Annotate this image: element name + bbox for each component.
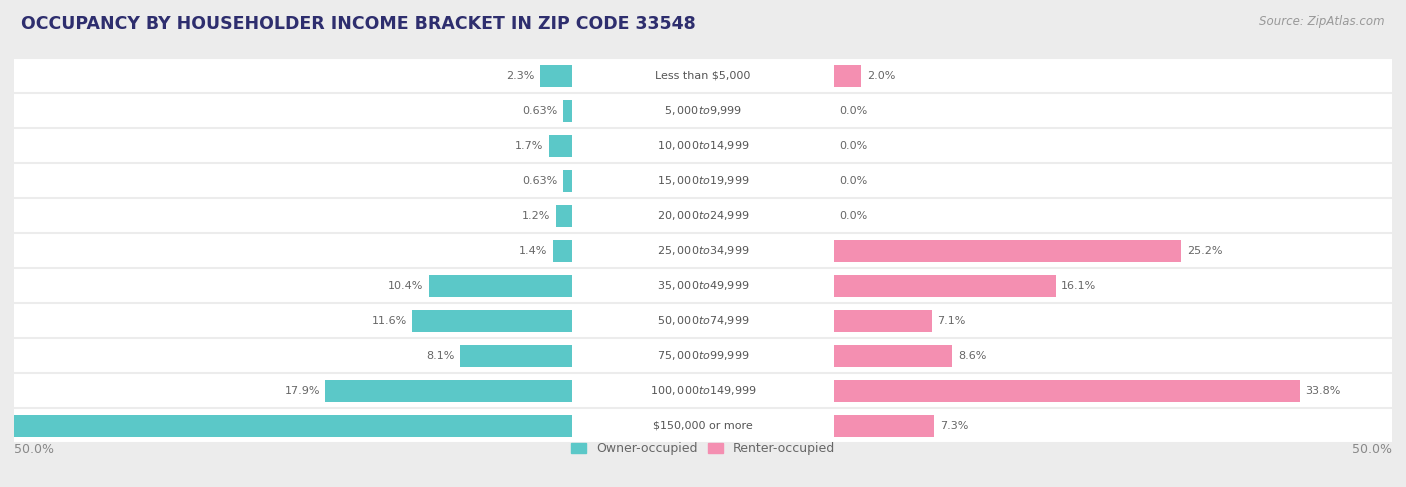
Text: 2.0%: 2.0% [868, 71, 896, 81]
Text: 1.7%: 1.7% [515, 141, 543, 151]
Text: 17.9%: 17.9% [284, 386, 321, 396]
Bar [834, 345, 952, 367]
Bar [548, 135, 572, 157]
Bar [14, 58, 1392, 94]
Text: 7.3%: 7.3% [941, 421, 969, 431]
Bar [14, 129, 1392, 163]
Text: 25.2%: 25.2% [1187, 246, 1222, 256]
Text: $100,000 to $149,999: $100,000 to $149,999 [650, 384, 756, 397]
Bar [429, 275, 572, 297]
Bar [540, 65, 572, 87]
Bar [14, 408, 1392, 443]
Bar [461, 345, 572, 367]
Text: 50.0%: 50.0% [14, 443, 53, 456]
Bar [0, 415, 572, 436]
Bar [14, 303, 1392, 338]
Bar [14, 233, 1392, 268]
Bar [834, 380, 1299, 402]
Bar [412, 310, 572, 332]
Bar [14, 338, 1392, 373]
Text: $20,000 to $24,999: $20,000 to $24,999 [657, 209, 749, 223]
Text: 2.3%: 2.3% [506, 71, 534, 81]
Bar [14, 268, 1392, 303]
Text: Source: ZipAtlas.com: Source: ZipAtlas.com [1260, 15, 1385, 28]
Text: 0.63%: 0.63% [523, 106, 558, 116]
Bar [834, 415, 935, 436]
Bar [325, 380, 572, 402]
Text: $10,000 to $14,999: $10,000 to $14,999 [657, 139, 749, 152]
Bar [14, 373, 1392, 408]
Text: 1.2%: 1.2% [522, 211, 550, 221]
Bar [564, 100, 572, 122]
Text: $150,000 or more: $150,000 or more [654, 421, 752, 431]
Text: 7.1%: 7.1% [938, 316, 966, 326]
Text: $15,000 to $19,999: $15,000 to $19,999 [657, 174, 749, 187]
Text: 0.0%: 0.0% [839, 176, 868, 186]
Bar [834, 275, 1056, 297]
Bar [14, 163, 1392, 198]
Text: OCCUPANCY BY HOUSEHOLDER INCOME BRACKET IN ZIP CODE 33548: OCCUPANCY BY HOUSEHOLDER INCOME BRACKET … [21, 15, 696, 33]
Bar [834, 240, 1181, 262]
Text: 0.0%: 0.0% [839, 106, 868, 116]
Text: 0.0%: 0.0% [839, 211, 868, 221]
Bar [555, 205, 572, 226]
Text: $75,000 to $99,999: $75,000 to $99,999 [657, 349, 749, 362]
Text: 0.0%: 0.0% [839, 141, 868, 151]
Text: $5,000 to $9,999: $5,000 to $9,999 [664, 104, 742, 117]
Text: Less than $5,000: Less than $5,000 [655, 71, 751, 81]
Text: 16.1%: 16.1% [1062, 281, 1097, 291]
Text: 8.6%: 8.6% [957, 351, 986, 361]
Legend: Owner-occupied, Renter-occupied: Owner-occupied, Renter-occupied [567, 437, 839, 460]
Bar [834, 65, 862, 87]
Bar [834, 310, 932, 332]
Bar [564, 170, 572, 192]
Text: 8.1%: 8.1% [426, 351, 456, 361]
Bar [14, 198, 1392, 233]
Text: 50.0%: 50.0% [1353, 443, 1392, 456]
Text: $35,000 to $49,999: $35,000 to $49,999 [657, 279, 749, 292]
Text: 11.6%: 11.6% [371, 316, 406, 326]
Text: 10.4%: 10.4% [388, 281, 423, 291]
Bar [553, 240, 572, 262]
Bar [14, 94, 1392, 129]
Text: 33.8%: 33.8% [1305, 386, 1340, 396]
Text: 0.63%: 0.63% [523, 176, 558, 186]
Text: 1.4%: 1.4% [519, 246, 547, 256]
Text: $50,000 to $74,999: $50,000 to $74,999 [657, 314, 749, 327]
Text: $25,000 to $34,999: $25,000 to $34,999 [657, 244, 749, 257]
